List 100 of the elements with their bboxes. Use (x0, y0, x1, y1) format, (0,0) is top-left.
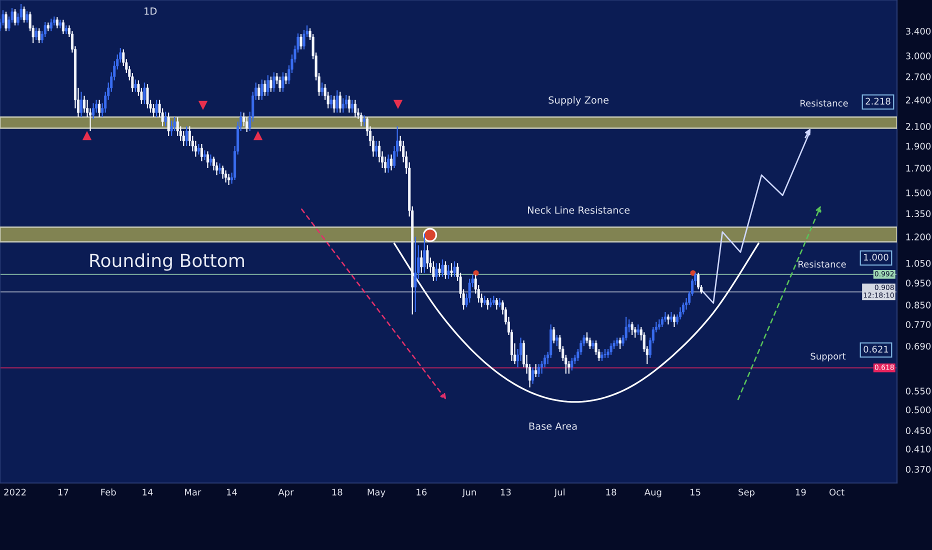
y-tick-label: 2.400 (906, 96, 931, 104)
candlestick (320, 82, 324, 96)
candlestick (444, 260, 447, 280)
annotation: Base Area (529, 422, 577, 430)
candlestick (618, 337, 622, 350)
x-tick-label: 18 (606, 488, 616, 496)
candlestick (432, 260, 435, 282)
candlestick (50, 18, 52, 32)
y-tick-label: 0.850 (906, 302, 931, 308)
candlestick (164, 111, 167, 127)
x-tick-label: Jun (462, 488, 476, 498)
candlestick (666, 314, 670, 325)
y-tick-label: 0.410 (906, 446, 931, 452)
candlestick (426, 244, 429, 270)
annotation: Resistance (800, 100, 848, 107)
candlestick (246, 116, 248, 133)
candlestick (387, 154, 390, 174)
candlestick (4, 11, 8, 32)
y-tick-label: 3.000 (906, 52, 931, 60)
candlestick (450, 262, 453, 278)
candlestick (300, 33, 302, 50)
x-tick-label: Feb (101, 488, 116, 496)
y-tick-label: 0.370 (906, 466, 931, 473)
candlestick (498, 298, 501, 308)
candlestick (62, 19, 64, 35)
candlestick (134, 79, 137, 92)
candlestick (354, 99, 356, 118)
candlestick (152, 104, 155, 118)
candlestick (194, 140, 197, 158)
candlestick (658, 318, 660, 330)
candlestick (414, 236, 417, 313)
candlestick (390, 154, 393, 171)
candlestick (438, 262, 441, 278)
annotation: 2.218 (866, 98, 890, 105)
candlestick (26, 10, 28, 24)
candlestick (264, 80, 266, 96)
candlestick (374, 140, 378, 158)
candlestick (284, 72, 288, 85)
candlestick (258, 84, 260, 100)
y-tick-label: 1.900 (906, 142, 931, 150)
candlestick (483, 295, 486, 306)
x-tick-label: 15 (690, 488, 700, 496)
y-tick-label: 1.500 (906, 189, 931, 196)
candlestick (362, 114, 366, 127)
candlestick (435, 262, 438, 282)
candlestick (14, 8, 16, 26)
candlestick (92, 102, 95, 120)
candlestick (338, 91, 342, 114)
x-tick-label: 19 (796, 488, 806, 496)
y-tick-label: 0.450 (906, 427, 931, 434)
candlestick (200, 143, 203, 162)
x-tick-label: 14 (142, 488, 153, 496)
candlestick (83, 95, 86, 114)
candlestick (80, 91, 83, 118)
candlestick (552, 326, 556, 344)
text: 1D (144, 8, 157, 15)
candlestick (441, 258, 444, 278)
candlestick (167, 112, 170, 136)
candlestick (447, 264, 450, 280)
candlestick (228, 173, 230, 186)
x-tick-label: Sep (738, 488, 755, 498)
candlestick (532, 366, 534, 384)
candlestick (348, 95, 350, 114)
candlestick (209, 154, 212, 166)
candlestick (218, 162, 221, 174)
x-tick-label: Apr (278, 488, 294, 498)
candlestick (197, 143, 200, 156)
annotation: Resistance (798, 260, 846, 268)
y-tick-label: 0.550 (906, 388, 931, 394)
candlestick (182, 130, 185, 147)
candlestick (468, 278, 471, 304)
candlestick (342, 98, 344, 114)
candlestick (697, 272, 700, 290)
candlestick (610, 342, 612, 356)
candlestick (495, 298, 498, 310)
candlestick (221, 165, 224, 180)
candlestick (170, 120, 173, 136)
candlestick (453, 260, 456, 278)
candlestick (173, 116, 176, 132)
candlestick (34, 27, 38, 41)
candlestick (266, 74, 270, 96)
candlestick (360, 112, 362, 127)
y-tick-label: 1.350 (906, 210, 931, 218)
candlestick (143, 82, 146, 105)
candlestick (330, 94, 332, 109)
candlestick (22, 6, 26, 24)
x-tick-label: 17 (58, 488, 68, 496)
candlestick (600, 351, 604, 362)
x-tick-label: Jul (554, 488, 564, 498)
candlestick (672, 314, 676, 328)
y-tick-label: 2.100 (906, 123, 931, 130)
candlestick (332, 95, 336, 114)
band-label: Neck Line Resistance (528, 206, 630, 214)
y-tick-label: 1.050 (906, 260, 931, 267)
candlestick (336, 90, 338, 114)
candlestick (272, 72, 276, 92)
candlestick (350, 99, 354, 114)
candlestick (486, 298, 489, 310)
candlestick (155, 99, 158, 118)
candlestick (224, 170, 228, 184)
